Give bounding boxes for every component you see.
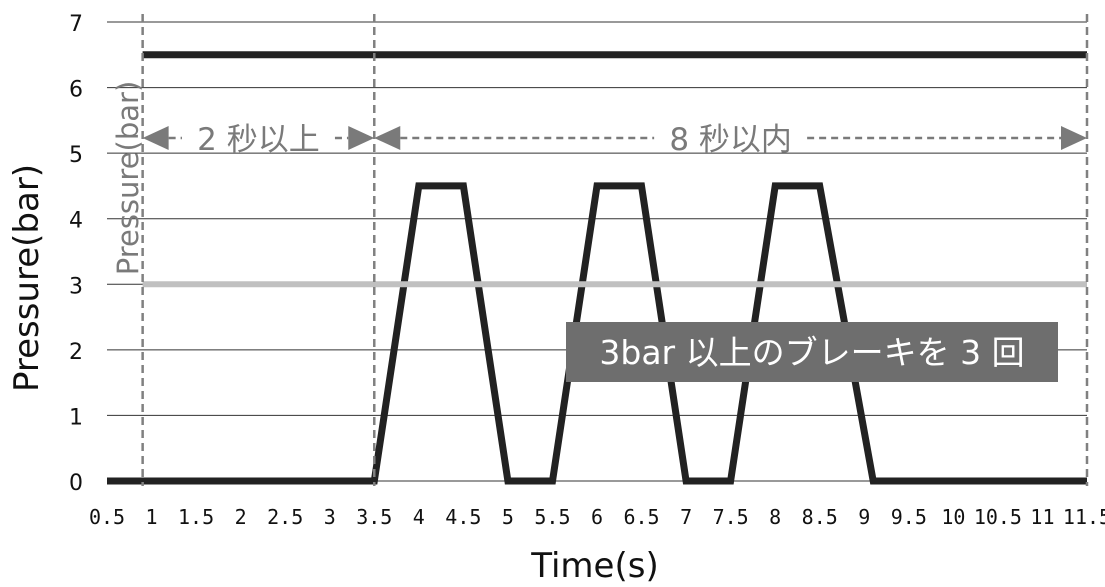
arrow-head-right xyxy=(1061,126,1087,150)
x-tick-label: 5 xyxy=(502,505,514,529)
x-axis-title: Time(s) xyxy=(530,546,658,586)
y-tick-label: 1 xyxy=(69,405,83,430)
y-tick-label: 0 xyxy=(69,471,83,496)
x-tick-label: 9.5 xyxy=(891,505,927,529)
y-tick-label: 3 xyxy=(69,274,83,299)
y-axis-title: Pressure(bar) xyxy=(7,164,47,392)
annotations: 2 秒以上 8 秒以内 xyxy=(142,122,1087,158)
series-layer xyxy=(107,51,1087,485)
label-box-text: 3bar 以上のブレーキを 3 回 xyxy=(599,333,1024,372)
annotation-text: 2 秒以上 xyxy=(197,122,320,158)
arrow-head-left xyxy=(142,126,169,150)
x-tick-label: 3 xyxy=(324,505,336,529)
arrow-head-left xyxy=(374,126,401,150)
x-tick-label: 10.5 xyxy=(974,505,1022,529)
x-tick-label: 8.5 xyxy=(802,505,838,529)
x-tick-label: 2.5 xyxy=(267,505,303,529)
label-box-background xyxy=(566,322,1058,382)
x-tick-label: 10 xyxy=(941,505,965,529)
x-tick-label: 9 xyxy=(858,505,870,529)
x-tick-label: 1 xyxy=(146,505,158,529)
x-tick-labels: 0.5 1 1.5 2 2.5 3 3.5 4 4.5 5 5.5 6 6.5 7 7.5 8 8.5 9 9.5 1… xyxy=(89,505,1105,529)
grid-lines xyxy=(107,21,1087,482)
x-tick-label: 4.5 xyxy=(445,505,481,529)
annotation-text: 8 秒以内 xyxy=(669,122,792,158)
x-tick-label: 4 xyxy=(413,505,425,529)
x-tick-label: 3.5 xyxy=(356,505,392,529)
x-tick-label: 11 xyxy=(1030,505,1054,529)
y-tick-label: 2 xyxy=(69,340,83,365)
x-tick-label: 5.5 xyxy=(534,505,570,529)
y-tick-label: 4 xyxy=(69,209,83,234)
x-tick-label: 2 xyxy=(235,505,247,529)
braking-label-box: 3bar 以上のブレーキを 3 回 xyxy=(566,322,1058,382)
y-tick-label: 6 xyxy=(69,78,83,103)
x-tick-label: 11.5 xyxy=(1063,505,1105,529)
x-tick-label: 6 xyxy=(591,505,603,529)
series-line-pressure xyxy=(107,182,1087,485)
arrow-head-right xyxy=(348,126,375,150)
x-tick-label: 1.5 xyxy=(178,505,214,529)
y-tick-label: 5 xyxy=(69,143,83,168)
x-tick-label: 8 xyxy=(769,505,781,529)
inner-y-axis-title: Pressure(bar) xyxy=(111,81,145,276)
y-tick-label: 7 xyxy=(69,12,83,37)
guide-lines xyxy=(141,14,1089,486)
x-tick-label: 0.5 xyxy=(89,505,125,529)
x-tick-label: 7 xyxy=(680,505,692,529)
y-tick-labels: 0 1 2 3 4 5 6 7 xyxy=(69,12,83,496)
x-tick-label: 6.5 xyxy=(623,505,659,529)
x-tick-label: 7.5 xyxy=(713,505,749,529)
